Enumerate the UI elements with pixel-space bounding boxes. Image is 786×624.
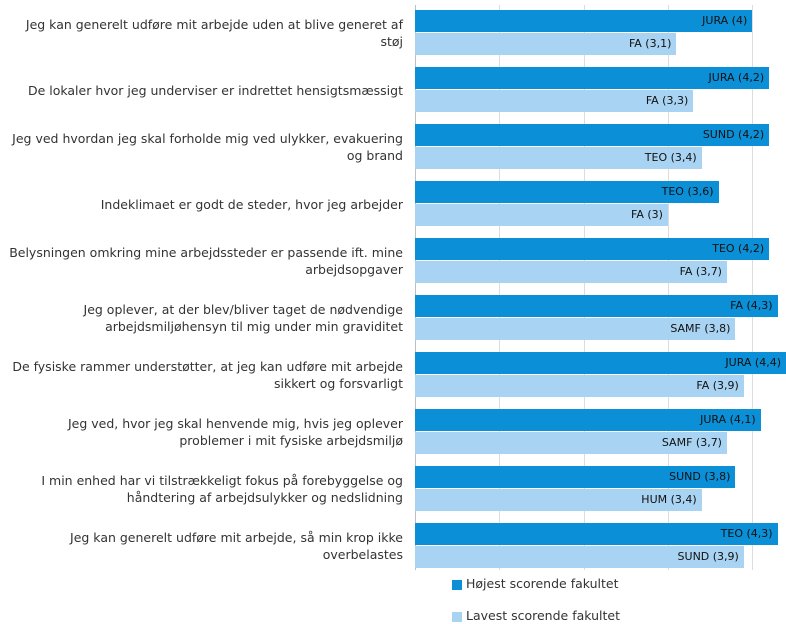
bar <box>415 67 770 89</box>
bar <box>415 375 744 397</box>
grid-line <box>667 5 669 570</box>
bar <box>415 523 778 545</box>
category-label: I min enhed har vi tilstrækkeligt fokus … <box>41 473 403 505</box>
category-label: De lokaler hvor jeg underviser er indret… <box>27 82 403 98</box>
bar <box>415 238 770 260</box>
bar <box>415 409 761 431</box>
data-label: JURA (4,2) <box>708 71 765 84</box>
category-label: Jeg kan generelt udføre mit arbejde, så … <box>70 530 403 562</box>
data-label: FA (4,3) <box>730 299 773 312</box>
data-label: SUND (3,8) <box>669 470 731 483</box>
legend-swatch <box>452 612 462 622</box>
bar <box>415 432 727 454</box>
bar <box>415 10 753 32</box>
category-label: Jeg ved, hvor jeg skal henvende mig, hvi… <box>67 416 403 448</box>
bar <box>415 204 668 226</box>
bar <box>415 318 736 340</box>
data-label: SAMF (3,8) <box>670 322 731 335</box>
data-label: FA (3,1) <box>628 37 672 50</box>
bar <box>415 90 694 112</box>
legend-label: Lavest scorende fakultet <box>466 608 621 623</box>
category-label: Jeg ved hvordan jeg skal forholde mig ve… <box>12 131 403 163</box>
category-label: Indeklimaet er godt de steder, hvor jeg … <box>100 196 403 212</box>
bar <box>415 489 702 511</box>
data-label: JURA (4,4) <box>725 356 781 369</box>
category-label: Jeg kan generelt udføre mit arbejde uden… <box>25 17 403 49</box>
legend-swatch <box>452 580 462 590</box>
data-label: FA (3,9) <box>696 379 739 392</box>
category-label: Jeg oplever, at der blev/bliver taget de… <box>83 302 403 334</box>
data-label: FA (3,7) <box>679 265 722 278</box>
category-label: De fysiske rammer understøtter, at jeg k… <box>12 359 403 391</box>
legend-label: Højest scorende fakultet <box>466 576 619 591</box>
bar <box>415 124 770 146</box>
grid-line <box>752 5 754 570</box>
bar <box>415 295 778 317</box>
bar <box>415 546 744 568</box>
data-label: TEO (3,4) <box>644 151 697 164</box>
grid-line <box>583 5 585 570</box>
data-label: JURA (4) <box>702 14 748 27</box>
data-label: TEO (4,2) <box>712 242 765 255</box>
data-label: JURA (4,1) <box>700 413 756 426</box>
axis-line <box>415 5 416 570</box>
grid-line <box>499 5 501 570</box>
bar <box>415 147 702 169</box>
data-label: TEO (4,3) <box>720 527 773 540</box>
category-label: Belysningen omkring mine arbejdssteder e… <box>9 245 403 277</box>
data-label: TEO (3,6) <box>661 185 714 198</box>
data-label: SAMF (3,7) <box>661 436 722 449</box>
bar <box>415 261 727 283</box>
bar <box>415 33 677 55</box>
bar <box>415 466 736 488</box>
bar <box>415 181 719 203</box>
data-label: FA (3,3) <box>645 94 689 107</box>
data-label: SUND (3,9) <box>677 550 739 563</box>
data-label: SUND (4,2) <box>702 128 765 141</box>
bar <box>415 352 786 374</box>
data-label: HUM (3,4) <box>641 493 697 506</box>
data-label: FA (3) <box>631 208 663 221</box>
